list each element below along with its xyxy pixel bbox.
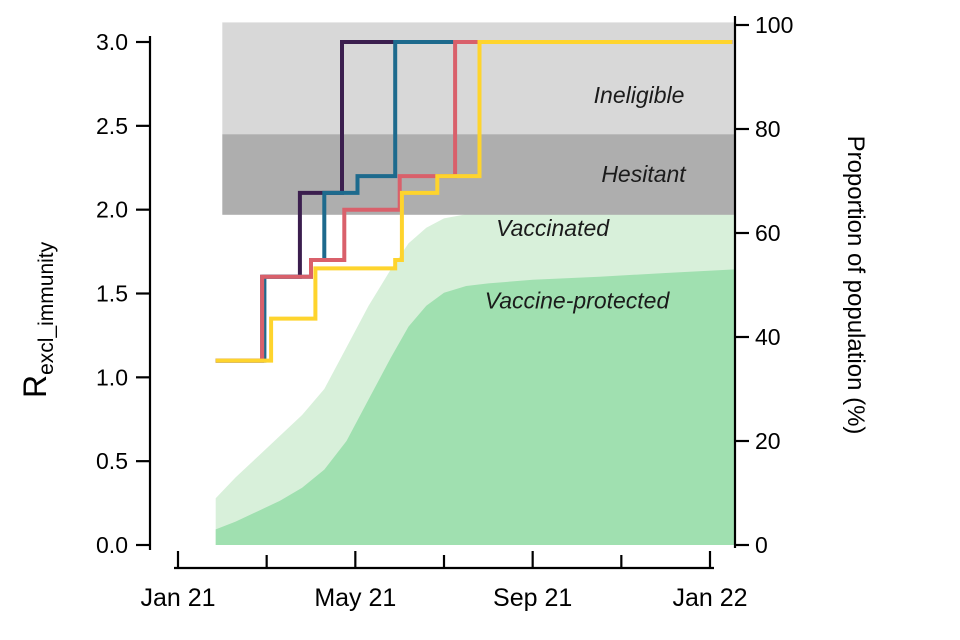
left-axis-title-subscript: excl_immunity	[35, 241, 58, 375]
region-labels: Ineligible Hesitant Vaccinated Vaccine-prot…	[485, 82, 688, 313]
population-areas	[215, 209, 735, 545]
left-axis-tick-label: 1.5	[96, 281, 128, 307]
left-axis-tick-label: 0.0	[96, 532, 128, 558]
x-axis-tick-label: Sep 21	[493, 584, 572, 612]
right-axis-tick-label: 40	[755, 324, 781, 350]
axes: 0.0 0.5 1.0 1.5 2.0 2.5 3.0 0 20 40 60 80 100 Jan 21 M…	[96, 12, 793, 612]
x-axis-tick-label: May 21	[314, 584, 396, 612]
right-axis-tick-label: 80	[755, 116, 781, 142]
series-line-yellow	[215, 40, 733, 363]
left-axis-tick-label: 2.5	[96, 113, 128, 139]
right-axis-tick-label: 20	[755, 428, 781, 454]
left-axis-title-main: R	[17, 375, 53, 398]
area-vaccine-protected	[215, 269, 735, 545]
x-axis-tick-label: Jan 22	[672, 584, 747, 612]
annotation-ineligible: Ineligible	[594, 82, 685, 108]
right-axis-title: Proportion of population (%)	[842, 136, 869, 435]
right-axis-tick-label: 100	[755, 12, 793, 38]
left-axis-tick-label: 1.0	[96, 364, 128, 390]
right-axis-tick-label: 60	[755, 220, 781, 246]
annotation-vaccinated: Vaccinated	[496, 215, 610, 241]
left-axis-tick-label: 2.0	[96, 197, 128, 223]
axis-titles: Rexcl_immunity Proportion of population …	[17, 136, 869, 435]
left-axis-tick-label: 3.0	[96, 29, 128, 55]
right-axis-tick-label: 0	[755, 532, 768, 558]
annotation-hesitant: Hesitant	[601, 161, 687, 187]
left-axis-tick-label: 0.5	[96, 448, 128, 474]
x-axis-tick-label: Jan 21	[140, 584, 215, 612]
r-scenario-lines	[215, 40, 733, 363]
series-line-red	[215, 40, 733, 363]
left-axis-title: Rexcl_immunity	[17, 241, 58, 398]
annotation-vaccine-protected: Vaccine-protected	[485, 288, 671, 314]
series-line-teal	[215, 40, 733, 363]
